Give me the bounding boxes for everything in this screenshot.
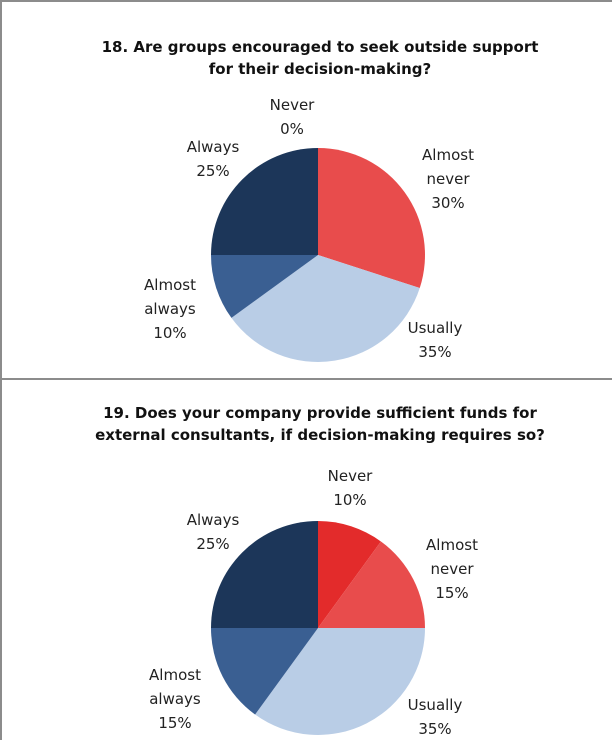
pie-slice [211, 148, 318, 255]
pie-slice [318, 541, 425, 628]
chart-panel-18: 18. Are groups encouraged to seek outsid… [40, 36, 600, 362]
pie-slice [211, 255, 318, 318]
slice-label: Almost never 15% [426, 536, 478, 602]
slice-label: Never 10% [328, 467, 374, 509]
pie-slice [211, 628, 318, 715]
chart-title-line: 18. Are groups encouraged to seek outsid… [101, 38, 539, 56]
slice-label: Always 25% [187, 511, 240, 553]
frame-left-border [0, 0, 2, 740]
pie-slice [255, 628, 425, 735]
slice-label: Almost never 30% [422, 146, 474, 212]
pie-slice [318, 521, 381, 628]
chart-title: 19. Does your company provide sufficient… [40, 402, 600, 446]
pie-slice [231, 255, 420, 362]
pie-slice [211, 521, 318, 628]
slice-label: Almost always 15% [149, 666, 201, 732]
slice-label: Usually 35% [408, 696, 463, 738]
slice-label: Almost always 10% [144, 276, 196, 342]
pie-chart-18: Never 0% Almost never 30% Usually 35% Almost alw… [144, 96, 474, 362]
panel-divider [0, 378, 612, 380]
pie-slice [318, 148, 425, 289]
slice-label: Always 25% [187, 138, 240, 180]
pie-chart-19: Never 10% Almost never 15% Usually 35% Almost al… [149, 467, 478, 738]
frame-top-border [0, 0, 612, 2]
chart-title-line: external consultants, if decision-making… [95, 426, 545, 444]
slice-label: Usually 35% [408, 319, 463, 361]
chart-title-line: for their decision-making? [208, 60, 432, 78]
chart-title-line: 19. Does your company provide sufficient… [103, 404, 537, 422]
chart-panel-19: 19. Does your company provide sufficient… [0, 380, 612, 740]
slice-label: Never 0% [270, 96, 316, 138]
chart-title: 18. Are groups encouraged to seek outsid… [40, 36, 600, 80]
